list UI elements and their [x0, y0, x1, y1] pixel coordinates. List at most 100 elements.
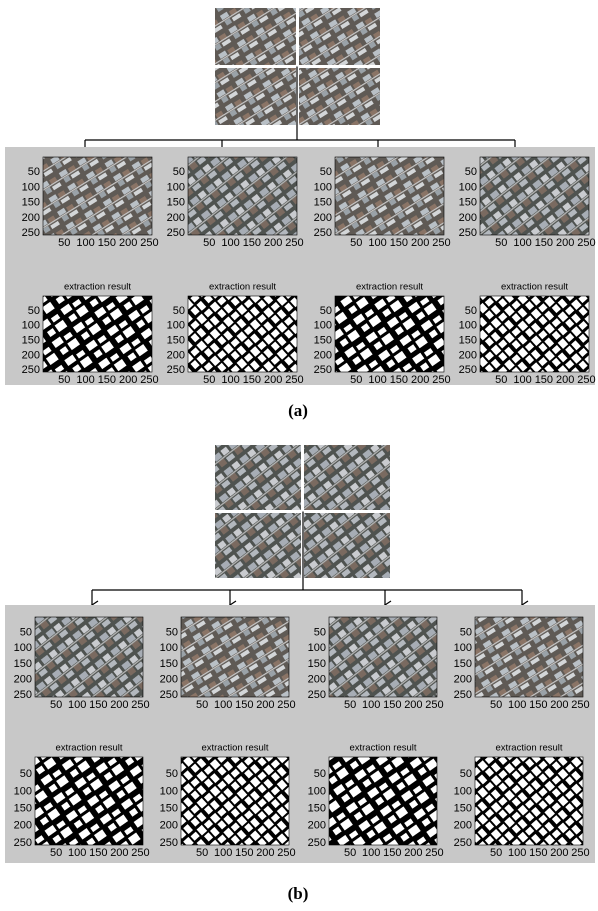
x-tick-label: 250 [140, 374, 158, 386]
x-tick-label: 250 [577, 374, 595, 386]
y-tick-label: 200 [454, 820, 472, 832]
y-tick-label: 250 [160, 837, 178, 849]
y-tick-label: 100 [308, 785, 326, 797]
binary-image [188, 296, 297, 372]
y-tick-label: 50 [173, 166, 185, 178]
y-tick-label: 50 [20, 768, 32, 780]
subplot-title: extraction result [349, 743, 416, 754]
x-tick-label: 250 [277, 699, 295, 711]
x-tick-label: 50 [58, 237, 70, 249]
x-tick-label: 50 [350, 374, 362, 386]
y-tick-label: 50 [314, 627, 326, 639]
y-tick-label: 250 [160, 689, 178, 701]
y-tick-label: 150 [14, 802, 32, 814]
x-tick-label: 100 [68, 699, 86, 711]
x-tick-label: 150 [235, 699, 253, 711]
y-tick-label: 100 [167, 181, 185, 193]
subplot-title: extraction result [501, 282, 568, 293]
y-tick-label: 200 [459, 349, 477, 361]
y-tick-label: 100 [314, 181, 332, 193]
x-tick-label: 50 [344, 847, 356, 859]
x-tick-label: 150 [243, 237, 261, 249]
x-tick-label: 100 [362, 847, 380, 859]
y-tick-label: 150 [314, 334, 332, 346]
page: {"figure": {"panels": [ {"label": "(a)",… [0, 0, 598, 911]
y-tick-label: 250 [167, 364, 185, 376]
x-tick-label: 200 [404, 847, 422, 859]
y-tick-label: 50 [166, 768, 178, 780]
y-tick-label: 150 [160, 802, 178, 814]
x-tick-label: 200 [556, 374, 574, 386]
x-tick-label: 150 [529, 699, 547, 711]
x-tick-label: 50 [203, 237, 215, 249]
x-tick-label: 150 [390, 374, 408, 386]
y-tick-label: 200 [167, 349, 185, 361]
x-tick-label: 200 [550, 699, 568, 711]
figure: 5010015020025050100150200250extraction r… [0, 0, 598, 911]
subplot-title: extraction result [201, 743, 268, 754]
x-tick-label: 200 [119, 237, 137, 249]
x-tick-label: 200 [264, 374, 282, 386]
y-tick-label: 150 [308, 658, 326, 670]
subplot-title: extraction result [495, 743, 562, 754]
x-tick-label: 150 [383, 699, 401, 711]
y-tick-label: 200 [22, 349, 40, 361]
x-tick-label: 100 [221, 374, 239, 386]
y-tick-label: 250 [454, 837, 472, 849]
y-tick-label: 150 [314, 197, 332, 209]
panel-caption: (a) [288, 401, 308, 420]
x-tick-label: 50 [495, 237, 507, 249]
x-tick-label: 250 [285, 237, 303, 249]
tile-image [181, 617, 289, 697]
y-tick-label: 200 [459, 212, 477, 224]
x-tick-label: 50 [196, 699, 208, 711]
tile-image [475, 617, 583, 697]
y-tick-label: 50 [28, 166, 40, 178]
tile-image [188, 157, 297, 235]
x-tick-label: 50 [50, 847, 62, 859]
x-tick-label: 150 [235, 847, 253, 859]
tile-image [35, 617, 143, 697]
y-tick-label: 50 [28, 305, 40, 317]
tile-image [43, 157, 152, 235]
x-tick-label: 200 [256, 847, 274, 859]
y-tick-label: 50 [320, 166, 332, 178]
subplot-title: extraction result [64, 282, 131, 293]
y-tick-label: 200 [14, 673, 32, 685]
y-tick-label: 100 [314, 320, 332, 332]
x-tick-label: 100 [362, 699, 380, 711]
x-tick-label: 150 [383, 847, 401, 859]
x-tick-label: 50 [58, 374, 70, 386]
y-tick-label: 250 [14, 837, 32, 849]
x-tick-label: 100 [221, 237, 239, 249]
tile-image [329, 617, 437, 697]
x-tick-label: 100 [368, 374, 386, 386]
y-tick-label: 150 [459, 334, 477, 346]
y-tick-label: 200 [160, 673, 178, 685]
x-tick-label: 100 [368, 237, 386, 249]
y-tick-label: 200 [454, 673, 472, 685]
x-tick-label: 150 [98, 237, 116, 249]
y-tick-label: 150 [167, 334, 185, 346]
x-tick-label: 100 [214, 699, 232, 711]
y-tick-label: 100 [459, 320, 477, 332]
y-tick-label: 200 [308, 673, 326, 685]
y-tick-label: 100 [14, 642, 32, 654]
y-tick-label: 250 [22, 364, 40, 376]
y-tick-label: 100 [22, 320, 40, 332]
binary-image [181, 757, 289, 845]
x-tick-label: 200 [556, 237, 574, 249]
y-tick-label: 150 [22, 334, 40, 346]
binary-image [475, 757, 583, 845]
y-tick-label: 100 [454, 785, 472, 797]
x-tick-label: 150 [89, 847, 107, 859]
x-tick-label: 100 [513, 237, 531, 249]
subplot-title: extraction result [55, 743, 122, 754]
x-tick-label: 150 [243, 374, 261, 386]
x-tick-label: 150 [98, 374, 116, 386]
y-tick-label: 250 [308, 837, 326, 849]
x-tick-label: 100 [68, 847, 86, 859]
x-tick-label: 250 [425, 699, 443, 711]
tile-image [480, 157, 589, 235]
y-tick-label: 150 [454, 802, 472, 814]
